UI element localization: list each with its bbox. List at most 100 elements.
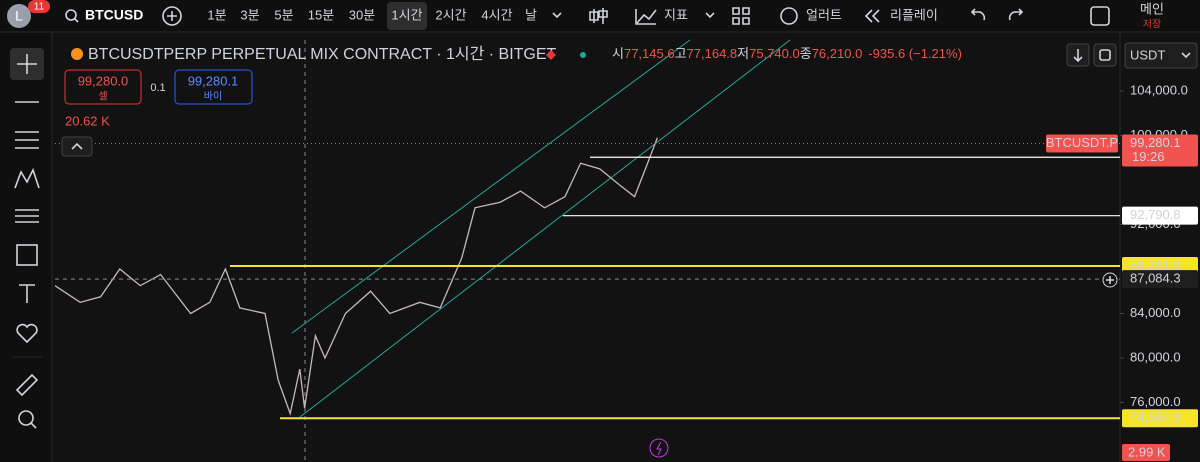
sell-button[interactable] bbox=[64, 69, 142, 105]
add-symbol bbox=[167, 11, 177, 21]
status-dot bbox=[580, 52, 586, 58]
save[interactable]: 저장 bbox=[1143, 19, 1161, 31]
symbol-icon bbox=[71, 48, 83, 60]
ohlc-value: 77,145.6 bbox=[624, 46, 675, 61]
replay-icon[interactable] bbox=[864, 9, 880, 23]
buy-price: 99,280.1 bbox=[188, 73, 239, 88]
volume-tag bbox=[1122, 444, 1170, 461]
interval[interactable]: 날 bbox=[525, 7, 537, 22]
currency-select[interactable] bbox=[1124, 42, 1198, 69]
interval[interactable]: 1분 bbox=[207, 7, 226, 22]
price-tags: 98,044.592,790.888,261.974,584.387,084.3… bbox=[1046, 134, 1198, 461]
chart-type[interactable] bbox=[589, 8, 608, 24]
status-icon bbox=[546, 50, 556, 60]
ohlc-value: 77,164.8 bbox=[687, 46, 738, 61]
level-tag bbox=[1122, 206, 1198, 225]
indicators-icon[interactable] bbox=[635, 9, 657, 25]
buy-button[interactable] bbox=[174, 69, 253, 105]
last-price-tag bbox=[1122, 134, 1198, 167]
event-icon bbox=[656, 441, 662, 456]
add-symbol[interactable] bbox=[162, 6, 182, 26]
collapse-icon bbox=[71, 142, 83, 150]
chevron[interactable] bbox=[705, 12, 715, 19]
level-label: 88,261.9 bbox=[1130, 257, 1181, 272]
text-tool[interactable] bbox=[19, 284, 35, 303]
interval[interactable]: 15분 bbox=[308, 7, 334, 22]
alert-icon[interactable] bbox=[780, 7, 798, 25]
drawing-tools bbox=[10, 48, 44, 429]
spread: 0.1 bbox=[150, 82, 165, 94]
countdown: 19:26 bbox=[1132, 149, 1165, 164]
sell-price: 99,280.0 bbox=[78, 73, 129, 88]
ohlc-label: 고 bbox=[675, 46, 687, 61]
sell-label: 셀 bbox=[98, 91, 107, 103]
symbol-tag bbox=[1046, 134, 1118, 153]
ohlc-label: 저 bbox=[737, 46, 749, 61]
shape-tool[interactable] bbox=[16, 244, 38, 266]
badge-count: 11 bbox=[34, 2, 45, 13]
interval[interactable]: 3분 bbox=[240, 7, 259, 22]
avatar[interactable] bbox=[7, 4, 31, 28]
measure-tool[interactable] bbox=[15, 373, 39, 397]
y-tick-label: 104,000.0 bbox=[1130, 82, 1188, 97]
alert[interactable]: 얼러트 bbox=[806, 7, 842, 22]
symbol[interactable]: BTCUSD bbox=[85, 7, 143, 23]
crosshair-tool[interactable] bbox=[17, 54, 37, 74]
ohlc-value: 76,210.0 bbox=[812, 46, 863, 61]
y-tick-label: 80,000.0 bbox=[1130, 349, 1181, 364]
refresh-icon bbox=[1099, 49, 1111, 61]
layout-icon[interactable] bbox=[732, 7, 750, 25]
icon-tool[interactable] bbox=[16, 323, 38, 344]
currency: USDT bbox=[1130, 47, 1165, 62]
layout-name[interactable]: 메인 bbox=[1140, 1, 1164, 16]
chevron bbox=[1181, 52, 1191, 59]
change: -935.6 (−1.21%) bbox=[868, 46, 962, 61]
ohlc-label: 종 bbox=[800, 46, 812, 61]
badge bbox=[28, 0, 50, 13]
y-tick-label: 84,000.0 bbox=[1130, 305, 1181, 320]
pattern-tool[interactable] bbox=[14, 167, 40, 189]
interval[interactable]: 1시간 bbox=[391, 7, 422, 22]
channel-line bbox=[299, 39, 791, 418]
top-toolbar bbox=[0, 0, 1200, 32]
volume: 20.62 K bbox=[65, 113, 110, 128]
price-line bbox=[54, 137, 659, 416]
scroll-icon bbox=[1073, 49, 1083, 63]
search-icon[interactable] bbox=[65, 9, 77, 21]
fib-tool[interactable] bbox=[15, 131, 39, 149]
level-label: 74,584.3 bbox=[1130, 410, 1181, 425]
redo[interactable] bbox=[1008, 8, 1024, 21]
legend-title: BTCUSDTPERP PERPETUAL MIX CONTRACT · 1시간… bbox=[88, 45, 557, 63]
interval[interactable]: 2시간 bbox=[435, 7, 466, 22]
indicators[interactable]: 지표 bbox=[664, 7, 688, 22]
chevron[interactable] bbox=[552, 12, 562, 19]
last-price-label: 99,280.1 bbox=[1130, 135, 1181, 150]
interval[interactable]: 30분 bbox=[349, 7, 375, 22]
volume-axis-label: 2.99 K bbox=[1128, 444, 1166, 459]
undo[interactable] bbox=[970, 8, 986, 21]
projection-tool[interactable] bbox=[15, 209, 39, 223]
event-icon[interactable] bbox=[649, 438, 669, 458]
left-toolbar bbox=[0, 32, 52, 462]
interval[interactable]: 4시간 bbox=[481, 7, 512, 22]
zoom-tool[interactable] bbox=[18, 410, 34, 426]
crosshair-tag bbox=[1122, 270, 1198, 289]
avatar-letter: L bbox=[15, 8, 23, 24]
fullscreen[interactable] bbox=[1090, 6, 1110, 26]
ohlc-label: 시 bbox=[612, 46, 624, 61]
zoom-tool bbox=[30, 422, 37, 429]
toolbar-items: L 11 BTCUSD 지표 얼러트 리플레이 메인 저장 1분 3분 5분 15분 3… bbox=[7, 0, 1164, 31]
symbol-label: BTCUSDT.P bbox=[1046, 135, 1118, 150]
replay[interactable]: 리플레이 bbox=[890, 7, 938, 22]
interval[interactable]: 5분 bbox=[274, 7, 293, 22]
ohlc: 시77,145.6고77,164.8저75,740.0종76,210.0 -935… bbox=[612, 46, 962, 61]
ohlc-value: 75,740.0 bbox=[749, 46, 800, 61]
refresh-button[interactable] bbox=[1093, 43, 1117, 67]
interval-active bbox=[387, 2, 427, 30]
level-tag bbox=[1122, 409, 1198, 428]
chart bbox=[54, 39, 1120, 462]
collapse-button[interactable] bbox=[61, 136, 93, 157]
channel-line bbox=[291, 39, 691, 334]
